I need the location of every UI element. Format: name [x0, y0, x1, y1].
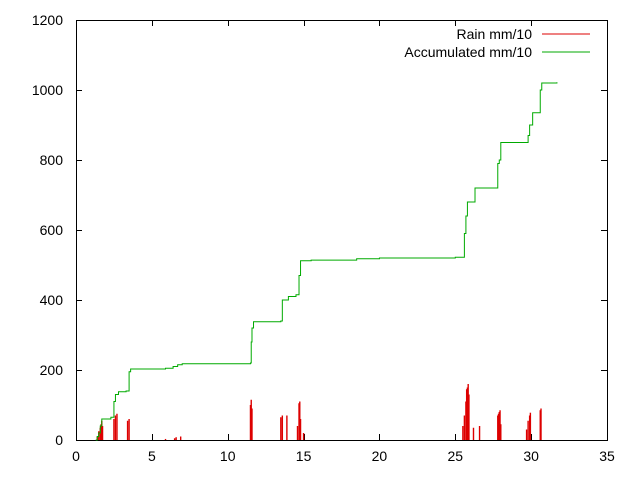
- legend: Rain mm/10 Accumulated mm/10: [404, 26, 590, 60]
- y-tick-label: 400: [40, 292, 64, 308]
- x-tick-label: 20: [372, 448, 388, 464]
- x-tick-label: 30: [523, 448, 539, 464]
- legend-label: Accumulated mm/10: [404, 44, 532, 60]
- x-tick-label: 5: [148, 448, 156, 464]
- y-tick-label: 0: [55, 432, 63, 448]
- axis-ticks: [76, 20, 608, 441]
- accumulated-line: [95, 82, 558, 441]
- y-tick-label: 800: [40, 152, 64, 168]
- y-tick-label: 600: [40, 222, 64, 238]
- series-accumulated: [95, 82, 558, 441]
- series-rain: [96, 384, 542, 440]
- y-tick-label: 200: [40, 362, 64, 378]
- x-tick-label: 0: [72, 448, 80, 464]
- plot-frame: [76, 20, 608, 441]
- y-tick-label: 1000: [32, 82, 63, 98]
- legend-label: Rain mm/10: [457, 26, 533, 42]
- x-tick-label: 25: [447, 448, 463, 464]
- y-tick-label: 1200: [32, 12, 63, 28]
- series-layer: [95, 82, 558, 441]
- x-tick-label: 10: [220, 448, 236, 464]
- axis-tick-labels: 0 5 10 15 20 25 30 35 0 200 400 600 800 1000 1200: [32, 12, 615, 464]
- x-tick-label: 15: [296, 448, 312, 464]
- x-tick-label: 35: [599, 448, 615, 464]
